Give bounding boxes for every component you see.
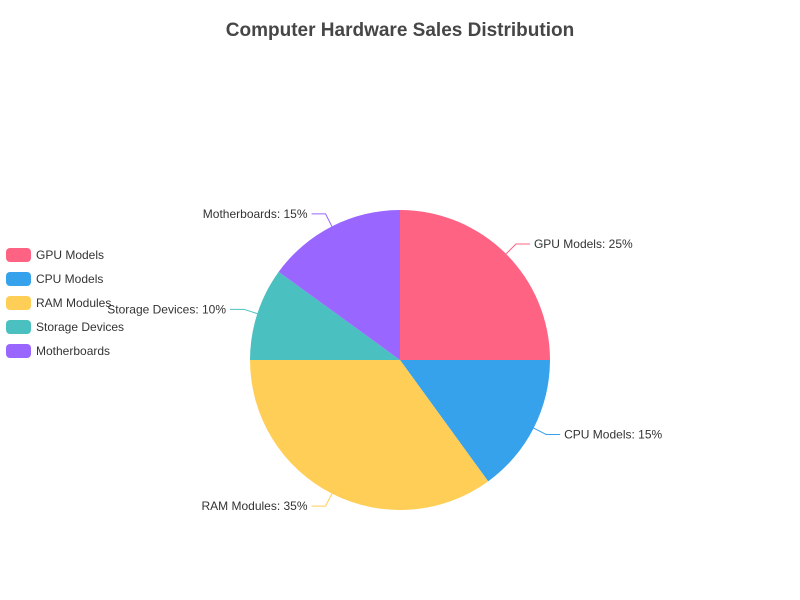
slice-label: Motherboards: 15%: [203, 207, 308, 221]
legend-swatch: [6, 272, 31, 286]
leader-line: [505, 243, 530, 255]
legend-item[interactable]: Storage Devices: [6, 315, 124, 339]
legend-item[interactable]: GPU Models: [6, 243, 124, 267]
legend-swatch: [6, 320, 31, 334]
leader-line: [533, 427, 561, 435]
legend-label: RAM Modules: [36, 296, 112, 310]
legend-label: Storage Devices: [36, 320, 125, 334]
pie-slice[interactable]: [278, 210, 400, 360]
pie-slice[interactable]: [400, 360, 550, 482]
leader-line: [311, 493, 333, 507]
pie-slice[interactable]: [250, 271, 400, 360]
leader-line: [230, 308, 258, 315]
legend-swatch: [6, 344, 31, 358]
legend-item[interactable]: RAM Modules: [6, 291, 124, 315]
legend-label: Motherboards: [36, 344, 111, 358]
pie-slice[interactable]: [250, 360, 489, 510]
legend-swatch: [6, 248, 31, 262]
legend-item[interactable]: Motherboards: [6, 339, 124, 363]
legend-label: GPU Models: [36, 248, 105, 262]
legend: GPU Models CPU Models RAM Modules Storage D…: [6, 243, 124, 363]
slice-label: Storage Devices: 10%: [107, 302, 226, 316]
legend-swatch: [6, 296, 31, 310]
legend-label: CPU Models: [36, 272, 104, 286]
leader-line: [311, 213, 333, 227]
legend-item[interactable]: CPU Models: [6, 267, 124, 291]
pie-slice[interactable]: [400, 210, 550, 360]
slice-label: CPU Models: 15%: [564, 427, 662, 441]
slice-label: GPU Models: 25%: [534, 237, 633, 251]
slice-label: RAM Modules: 35%: [201, 499, 307, 513]
chart-title: Computer Hardware Sales Distribution: [225, 20, 575, 41]
